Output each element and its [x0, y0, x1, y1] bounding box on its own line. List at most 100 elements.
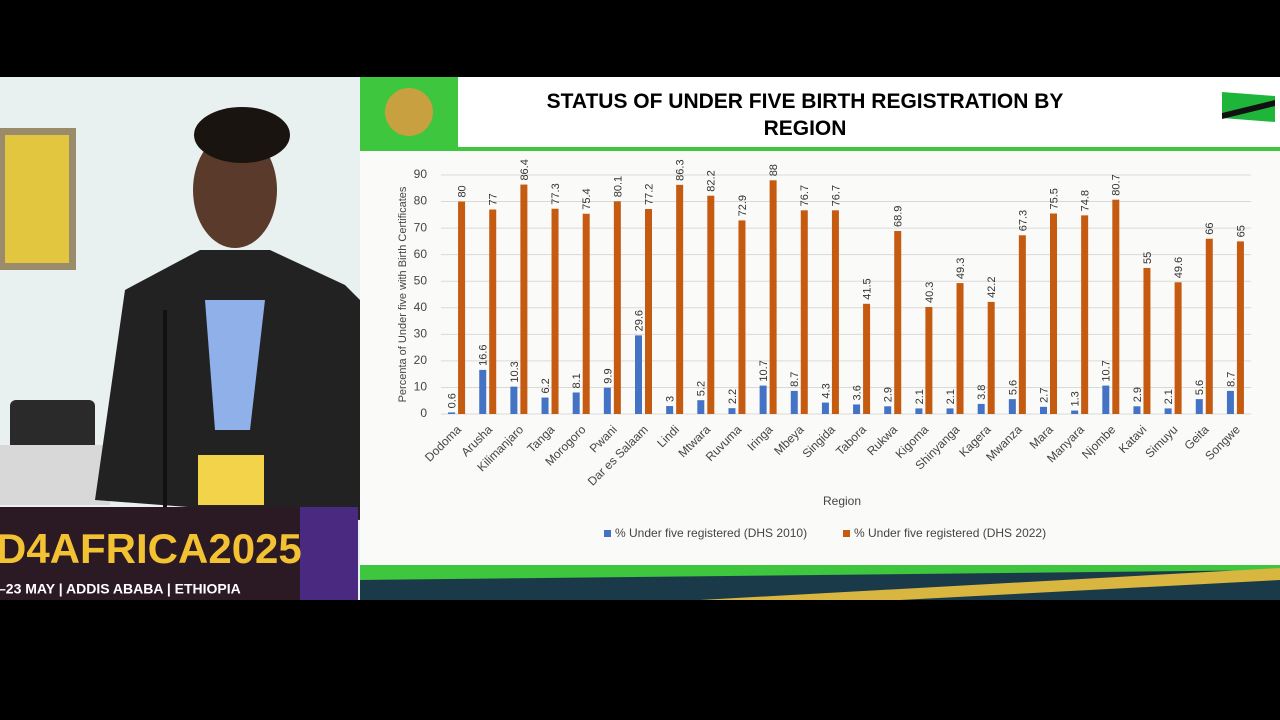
value-label: 76.7: [830, 185, 842, 206]
value-label: 76.7: [799, 185, 811, 206]
bar: [1174, 282, 1182, 414]
slide-header: [360, 77, 1280, 148]
value-label: 4.3: [820, 383, 832, 398]
table: [0, 445, 110, 505]
bar: [541, 397, 549, 414]
bar: [479, 369, 487, 414]
bar: [831, 210, 839, 414]
speaker-hair: [194, 107, 290, 163]
value-label: 10.7: [1101, 360, 1113, 381]
bar: [853, 404, 861, 414]
bar: [884, 406, 892, 414]
bar: [1143, 267, 1151, 414]
y-tick-label: 60: [414, 247, 428, 261]
value-label: 55: [1142, 252, 1154, 264]
bar: [666, 406, 674, 414]
value-label: 2.1: [914, 389, 926, 404]
value-label: 10.7: [758, 360, 770, 381]
value-label: 86.3: [675, 159, 687, 180]
bar: [676, 184, 684, 414]
event-dates: –23 MAY | ADDIS ABABA | ETHIOPIA: [0, 581, 241, 597]
bar: [800, 210, 808, 414]
x-axis-label: Region: [823, 494, 861, 508]
y-tick-label: 20: [414, 353, 428, 367]
y-tick-label: 10: [414, 380, 428, 394]
value-label: 66: [1204, 222, 1216, 234]
value-label: 5.6: [1007, 380, 1019, 395]
value-label: 41.5: [861, 278, 873, 299]
bar: [1102, 385, 1110, 414]
value-label: 42.2: [986, 277, 998, 298]
bar: [728, 408, 736, 414]
bar: [707, 195, 715, 414]
coat-of-arms: [385, 88, 433, 136]
value-label: 1.3: [1070, 391, 1082, 406]
bar: [863, 303, 871, 414]
legend-label: % Under five registered (DHS 2022): [854, 526, 1046, 540]
value-label: 3.6: [851, 385, 863, 400]
y-tick-label: 50: [414, 273, 428, 287]
value-label: 2.9: [1132, 387, 1144, 402]
bar: [1226, 390, 1234, 414]
value-label: 75.4: [581, 188, 593, 209]
bar: [520, 184, 528, 414]
value-label: 68.9: [893, 206, 905, 227]
bar: [582, 213, 590, 414]
y-tick-label: 30: [414, 327, 428, 341]
value-label: 77: [488, 193, 500, 205]
bar: [489, 209, 497, 414]
value-label: 77.2: [643, 184, 655, 205]
bar: [1164, 408, 1172, 414]
y-tick-label: 70: [414, 220, 428, 234]
bar: [821, 402, 829, 414]
event-name: D4AFRICA2025: [0, 525, 302, 572]
y-tick-label: 80: [414, 194, 428, 208]
legend-swatch: [843, 530, 850, 537]
bar: [769, 180, 777, 414]
legend-label: % Under five registered (DHS 2010): [615, 526, 807, 540]
value-label: 2.1: [1163, 389, 1175, 404]
bar: [1195, 399, 1203, 414]
value-label: 16.6: [478, 344, 490, 365]
bag: [10, 400, 95, 450]
header-rule: [360, 147, 1280, 151]
y-tick-label: 90: [414, 167, 428, 181]
bar: [915, 408, 923, 414]
value-label: 40.3: [924, 282, 936, 303]
bar: [1071, 410, 1079, 414]
value-label: 80: [456, 185, 468, 197]
value-label: 2.9: [883, 387, 895, 402]
value-label: 2.2: [727, 389, 739, 404]
bar: [603, 387, 611, 414]
bar: [1050, 213, 1057, 414]
value-label: 49.3: [955, 258, 967, 279]
bar: [987, 301, 995, 414]
y-tick-label: 40: [414, 300, 428, 314]
value-label: 82.2: [706, 170, 718, 191]
value-label: 0.6: [446, 393, 458, 408]
value-label: 65: [1235, 225, 1247, 237]
bar: [572, 392, 580, 414]
bar: [925, 306, 933, 414]
bar: [1018, 235, 1026, 414]
bar: [946, 408, 954, 414]
value-label: 77.3: [550, 183, 562, 204]
bar: [458, 201, 466, 414]
podium-accent: [300, 507, 358, 600]
value-label: 6.2: [540, 378, 552, 393]
flag-stripe: [1222, 100, 1275, 119]
bar: [894, 231, 902, 414]
legend-swatch: [604, 530, 611, 537]
bar: [1040, 406, 1047, 414]
value-label: 8.7: [789, 372, 801, 387]
bar: [738, 220, 746, 414]
value-label: 2.7: [1038, 388, 1050, 403]
value-label: 49.6: [1173, 257, 1185, 278]
value-label: 72.9: [737, 195, 749, 216]
chart-title: STATUS OF UNDER FIVE BIRTH REGISTRATION …: [547, 90, 1064, 140]
value-label: 8.7: [1225, 372, 1237, 387]
bar: [1008, 399, 1016, 414]
bar: [977, 403, 985, 414]
bar: [551, 208, 559, 414]
